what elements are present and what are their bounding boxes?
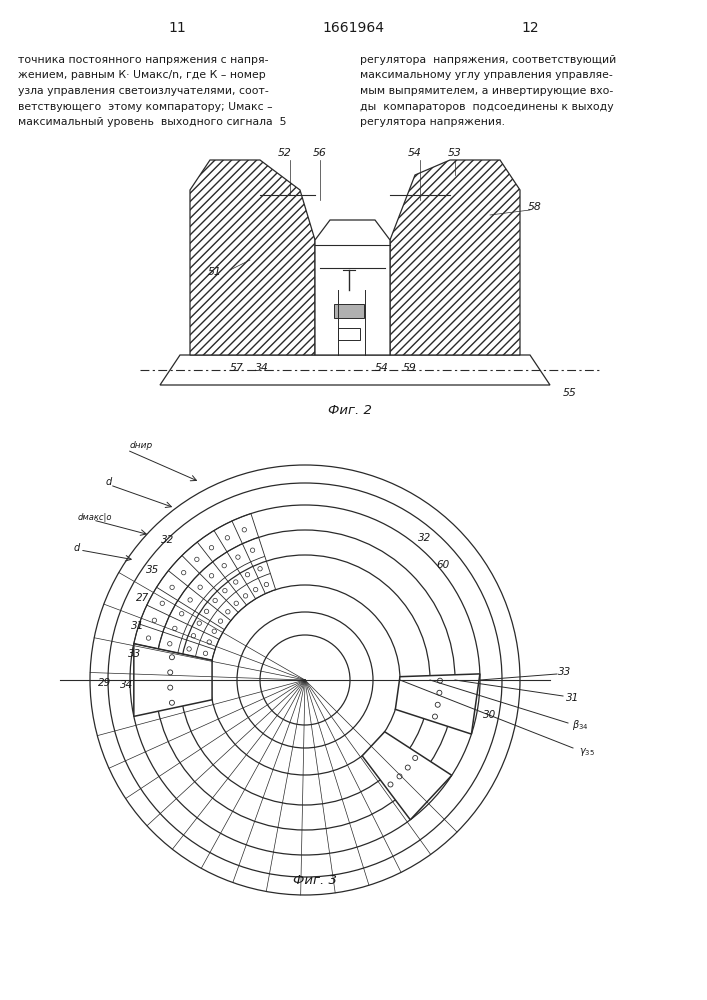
Text: 34: 34 — [120, 680, 134, 690]
Text: 32: 32 — [161, 535, 175, 545]
Text: 58: 58 — [528, 202, 542, 212]
Text: 1661964: 1661964 — [322, 21, 384, 35]
Text: 31: 31 — [132, 621, 145, 631]
Text: 27: 27 — [136, 593, 150, 603]
Text: 31: 31 — [566, 693, 580, 703]
Text: dмакс|o: dмакс|o — [78, 512, 112, 522]
Text: узла управления светоизлучателями, соот-: узла управления светоизлучателями, соот- — [18, 86, 269, 96]
Bar — [334, 304, 364, 318]
Text: регулятора напряжения.: регулятора напряжения. — [360, 117, 505, 127]
Text: 57: 57 — [230, 363, 244, 373]
Polygon shape — [134, 644, 212, 716]
Polygon shape — [362, 732, 452, 820]
Text: 54: 54 — [375, 363, 389, 373]
Text: 11: 11 — [168, 21, 186, 35]
Text: dнир: dнир — [130, 440, 153, 450]
Text: 53: 53 — [448, 148, 462, 158]
Text: d: d — [74, 543, 80, 553]
Text: 32: 32 — [419, 533, 432, 543]
Text: 55: 55 — [563, 388, 577, 398]
Text: 34: 34 — [255, 363, 269, 373]
Polygon shape — [160, 355, 550, 385]
Text: $\gamma_{35}$: $\gamma_{35}$ — [579, 746, 595, 758]
Text: 59: 59 — [403, 363, 417, 373]
Text: 35: 35 — [146, 565, 160, 575]
Text: 52: 52 — [278, 148, 292, 158]
Text: d: d — [106, 477, 112, 487]
Text: максимальному углу управления управляе-: максимальному углу управления управляе- — [360, 70, 613, 81]
Polygon shape — [315, 220, 390, 355]
Text: 29: 29 — [98, 678, 112, 688]
Text: ветствующего  этому компаратору; Uмакс –: ветствующего этому компаратору; Uмакс – — [18, 102, 273, 111]
Text: 54: 54 — [408, 148, 422, 158]
Text: 51: 51 — [208, 267, 222, 277]
Text: Фиг. 3: Фиг. 3 — [293, 874, 337, 886]
Text: ды  компараторов  подсоединены к выходу: ды компараторов подсоединены к выходу — [360, 102, 614, 111]
Text: жением, равным К· Uмакс/n, где К – номер: жением, равным К· Uмакс/n, где К – номер — [18, 70, 266, 81]
Text: мым выпрямителем, а инвертирующие вхо-: мым выпрямителем, а инвертирующие вхо- — [360, 86, 613, 96]
Bar — [338, 328, 360, 340]
Text: $\beta_{34}$: $\beta_{34}$ — [572, 718, 588, 732]
Text: максимальный уровень  выходного сигнала  5: максимальный уровень выходного сигнала 5 — [18, 117, 286, 127]
Text: Фиг. 2: Фиг. 2 — [328, 403, 372, 416]
Text: 12: 12 — [521, 21, 539, 35]
Text: 30: 30 — [484, 710, 496, 720]
Polygon shape — [390, 160, 520, 355]
Text: 33: 33 — [559, 667, 572, 677]
Text: 60: 60 — [436, 560, 450, 570]
Text: точника постоянного напряжения с напря-: точника постоянного напряжения с напря- — [18, 55, 269, 65]
Text: 33: 33 — [129, 649, 141, 659]
Text: 56: 56 — [313, 148, 327, 158]
Polygon shape — [395, 674, 480, 734]
Polygon shape — [190, 160, 315, 355]
Text: регулятора  напряжения, соответствующий: регулятора напряжения, соответствующий — [360, 55, 617, 65]
